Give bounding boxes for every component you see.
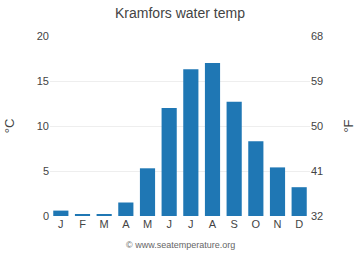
svg-text:20: 20 (37, 30, 49, 42)
svg-text:°F: °F (341, 119, 356, 132)
svg-text:M: M (100, 218, 109, 230)
svg-text:5: 5 (43, 165, 49, 177)
svg-text:32: 32 (311, 210, 323, 222)
svg-text:J: J (188, 218, 194, 230)
svg-text:© www.seatemperature.org: © www.seatemperature.org (126, 240, 235, 250)
svg-text:°C: °C (2, 119, 17, 134)
svg-text:O: O (252, 218, 261, 230)
svg-text:41: 41 (311, 165, 323, 177)
svg-text:D: D (295, 218, 303, 230)
svg-text:A: A (122, 218, 130, 230)
svg-text:10: 10 (37, 120, 49, 132)
svg-text:0: 0 (43, 210, 49, 222)
svg-text:50: 50 (311, 120, 323, 132)
svg-text:J: J (58, 218, 64, 230)
svg-text:Kramfors water temp: Kramfors water temp (115, 5, 245, 21)
svg-text:M: M (143, 218, 152, 230)
svg-text:59: 59 (311, 75, 323, 87)
svg-text:S: S (230, 218, 237, 230)
svg-text:F: F (79, 218, 86, 230)
svg-text:A: A (209, 218, 217, 230)
svg-text:J: J (166, 218, 172, 230)
svg-text:68: 68 (311, 30, 323, 42)
svg-text:15: 15 (37, 75, 49, 87)
svg-text:N: N (274, 218, 282, 230)
